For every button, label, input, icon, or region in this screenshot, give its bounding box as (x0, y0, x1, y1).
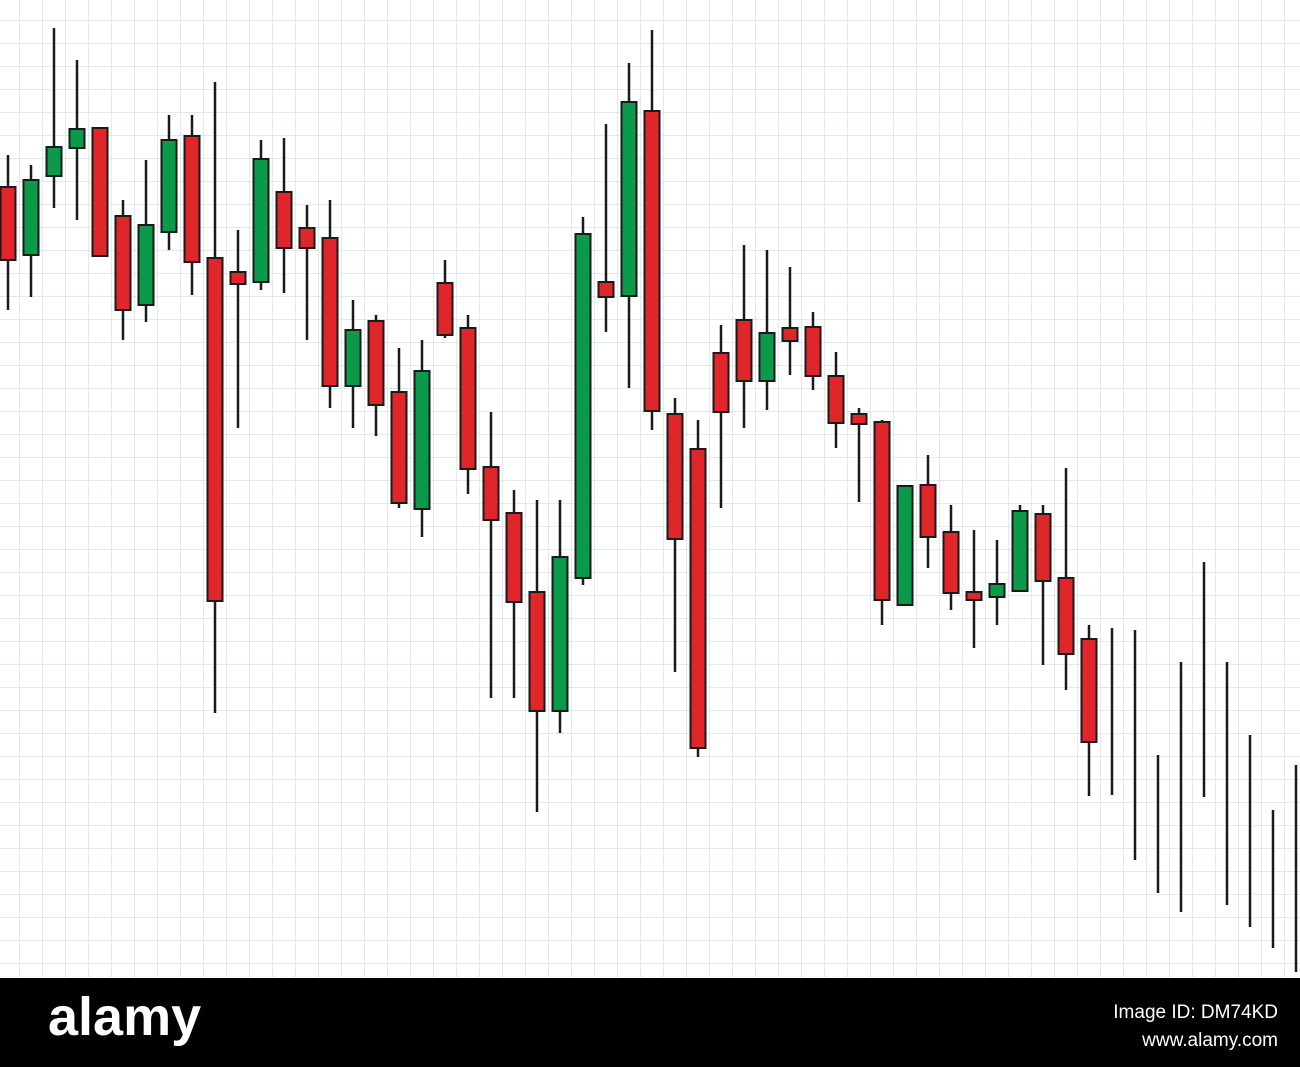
candle-body (873, 421, 891, 601)
watermark-url: www.alamy.com (1141, 1030, 1278, 1051)
candle-body (643, 110, 661, 412)
candle-body (1057, 577, 1075, 655)
candle-body (712, 352, 730, 413)
candle-body (321, 237, 339, 387)
candle-body (689, 448, 707, 749)
candle-body (160, 139, 178, 233)
candle-body (482, 466, 500, 521)
candle-body (390, 391, 408, 504)
candle-body (68, 128, 86, 149)
candle-body (229, 271, 247, 285)
candle-body (45, 146, 63, 177)
candle-body (1011, 510, 1029, 592)
candle-body (781, 327, 799, 342)
candle-body (505, 512, 523, 603)
candle-body (206, 257, 224, 602)
candle-body (91, 127, 109, 257)
candle-body (620, 101, 638, 297)
candle-body (804, 326, 822, 377)
candle-body (850, 413, 868, 425)
candle-body (459, 327, 477, 470)
candle-body (1080, 638, 1098, 743)
candle-body (551, 556, 569, 712)
candle-body (413, 370, 431, 510)
candle-body (367, 320, 385, 406)
candle-body (942, 531, 960, 594)
candle-body (1034, 513, 1052, 582)
candle-body (827, 375, 845, 424)
watermark-image-id: Image ID: DM74KD (1113, 1002, 1278, 1023)
candle-body (735, 319, 753, 382)
candle-body (896, 485, 914, 606)
candle-body (0, 186, 17, 261)
watermark-logo: alamy (48, 987, 201, 1047)
candle-body (344, 329, 362, 387)
candle-body (965, 591, 983, 601)
candle-body (22, 179, 40, 256)
candle-body (114, 215, 132, 311)
candle-body (528, 591, 546, 712)
watermark-bar (0, 978, 1300, 1067)
candle-body (275, 191, 293, 249)
candles (0, 28, 1298, 972)
candle-body (436, 282, 454, 336)
candle-body (183, 135, 201, 263)
candle-body (252, 158, 270, 283)
candle-body (988, 583, 1006, 598)
candle-body (919, 484, 937, 538)
candle-body (666, 413, 684, 540)
candle-body (137, 224, 155, 306)
candle-body (574, 233, 592, 579)
candle-body (758, 332, 776, 382)
candle-body (597, 281, 615, 298)
candle-body (298, 227, 316, 249)
